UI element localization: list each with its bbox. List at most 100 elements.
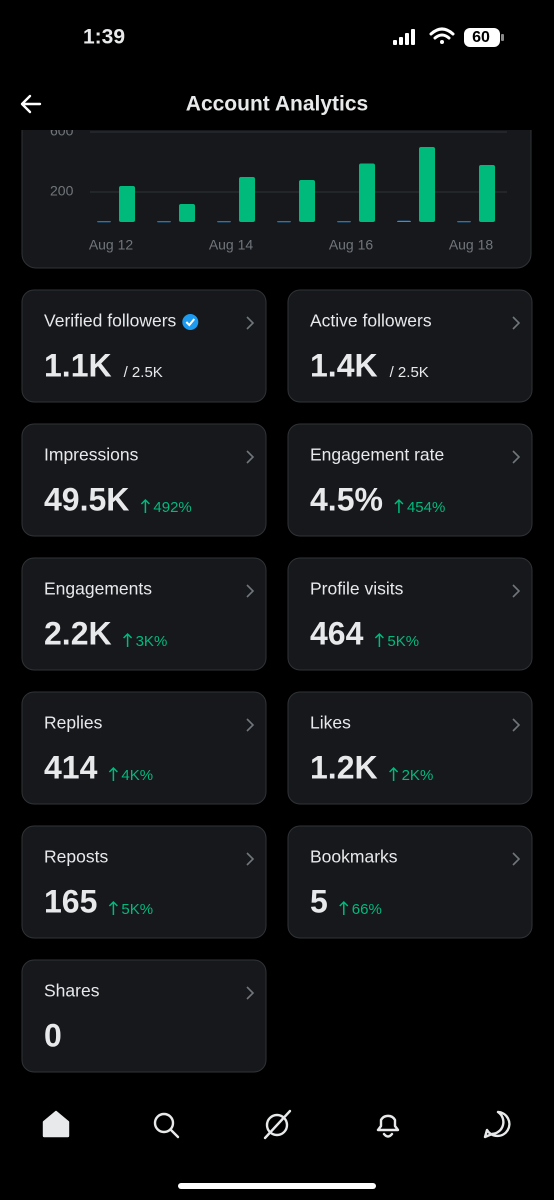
top-bar bbox=[0, 0, 554, 130]
card-background bbox=[287, 557, 533, 671]
up-arrow bbox=[140, 498, 150, 513]
chevron bbox=[512, 718, 521, 732]
chevron bbox=[246, 986, 255, 1000]
metric-label: Active followers bbox=[310, 311, 432, 331]
nav-messages[interactable] bbox=[483, 1110, 511, 1139]
chevron bbox=[512, 852, 521, 866]
card-background bbox=[21, 423, 267, 537]
chevron bbox=[246, 316, 255, 330]
up-arrow bbox=[374, 632, 384, 647]
metric-card[interactable]: Reposts 165 5K% bbox=[21, 825, 267, 939]
metric-value: 414 bbox=[44, 749, 98, 785]
chevron bbox=[246, 852, 255, 866]
nav-grok[interactable] bbox=[263, 1109, 292, 1140]
metric-card[interactable]: Replies 414 4K% bbox=[21, 691, 267, 805]
metric-card[interactable]: Impressions 49.5K 492% bbox=[21, 423, 267, 537]
metric-change: 454% bbox=[407, 499, 445, 516]
metric-label: Bookmarks bbox=[310, 847, 398, 867]
metric-label: Verified followers bbox=[44, 311, 177, 331]
nav-search[interactable] bbox=[153, 1112, 180, 1139]
chevron bbox=[246, 450, 255, 464]
metric-change: 2K% bbox=[402, 767, 434, 784]
x-tick-label: Aug 12 bbox=[89, 237, 134, 253]
chevron bbox=[512, 316, 521, 330]
metric-value: 0 bbox=[44, 1017, 62, 1053]
card-background bbox=[287, 691, 533, 805]
metric-card[interactable]: Verified followers 1.1K / 2.5K bbox=[21, 289, 267, 403]
metric-card[interactable]: Active followers 1.4K / 2.5K bbox=[287, 289, 533, 403]
card-background bbox=[287, 423, 533, 537]
nav-notifications[interactable] bbox=[376, 1114, 400, 1138]
card-background bbox=[21, 289, 267, 403]
metric-card[interactable]: Engagements 2.2K 3K% bbox=[21, 557, 267, 671]
metric-card[interactable]: Profile visits 464 5K% bbox=[287, 557, 533, 671]
metric-label: Profile visits bbox=[310, 579, 404, 599]
bar bbox=[157, 221, 171, 223]
bar bbox=[179, 204, 195, 222]
page-title: Account Analytics bbox=[186, 93, 368, 116]
wifi-icon bbox=[429, 27, 455, 44]
metric-change: 492% bbox=[153, 499, 191, 516]
metric-change: 4K% bbox=[121, 767, 153, 784]
card-background bbox=[21, 691, 267, 805]
metric-value: 49.5K bbox=[44, 481, 129, 517]
bar bbox=[217, 221, 231, 223]
bar bbox=[397, 220, 411, 222]
bar bbox=[457, 221, 471, 223]
bar bbox=[359, 163, 375, 222]
bar bbox=[239, 177, 255, 222]
metric-value: 165 bbox=[44, 883, 97, 919]
metric-total: / 2.5K bbox=[390, 364, 429, 381]
nav-home[interactable] bbox=[42, 1110, 70, 1138]
metric-change: 66% bbox=[352, 901, 382, 918]
metric-card[interactable]: Engagement rate 4.5% 454% bbox=[287, 423, 533, 537]
card-background bbox=[287, 289, 533, 403]
metric-value: 4.5% bbox=[310, 481, 383, 517]
metric-label: Replies bbox=[44, 713, 103, 733]
bar bbox=[299, 180, 315, 222]
metric-label: Engagement rate bbox=[310, 445, 444, 465]
bar bbox=[97, 221, 111, 223]
metric-label: Shares bbox=[44, 981, 100, 1001]
status-time: 1:39 bbox=[83, 26, 125, 49]
up-arrow bbox=[394, 498, 404, 513]
battery-level: 60 bbox=[472, 29, 490, 46]
metric-card[interactable]: Bookmarks 5 66% bbox=[287, 825, 533, 939]
verified-check bbox=[185, 318, 196, 327]
home-indicator bbox=[178, 1183, 376, 1189]
x-tick-label: Aug 14 bbox=[209, 237, 254, 253]
up-arrow bbox=[108, 900, 118, 915]
up-arrow bbox=[108, 766, 118, 781]
metric-card[interactable]: Likes 1.2K 2K% bbox=[287, 691, 533, 805]
chevron bbox=[246, 584, 255, 598]
bar bbox=[119, 186, 135, 222]
up-arrow bbox=[123, 632, 133, 647]
up-arrow bbox=[389, 766, 399, 781]
metric-value: 1.1K bbox=[44, 347, 112, 383]
up-arrow bbox=[339, 900, 349, 915]
chevron bbox=[246, 718, 255, 732]
bar bbox=[479, 165, 495, 222]
metric-value: 1.4K bbox=[310, 347, 378, 383]
back-button[interactable] bbox=[20, 94, 42, 114]
battery-cap bbox=[501, 34, 504, 41]
x-tick-label: Aug 16 bbox=[329, 237, 374, 253]
card-background bbox=[21, 959, 267, 1073]
bar bbox=[419, 147, 435, 222]
bar bbox=[337, 221, 351, 223]
metric-label: Engagements bbox=[44, 579, 152, 599]
verified-badge bbox=[182, 314, 199, 330]
metric-value: 5 bbox=[310, 883, 328, 919]
chevron bbox=[512, 450, 521, 464]
metric-value: 2.2K bbox=[44, 615, 112, 651]
x-tick-label: Aug 18 bbox=[449, 237, 494, 253]
card-background bbox=[21, 557, 267, 671]
bottom-nav bbox=[42, 1109, 511, 1140]
metric-change: 3K% bbox=[136, 633, 168, 650]
card-background bbox=[21, 825, 267, 939]
card-background bbox=[287, 825, 533, 939]
metric-card[interactable]: Shares 0 bbox=[21, 959, 267, 1073]
